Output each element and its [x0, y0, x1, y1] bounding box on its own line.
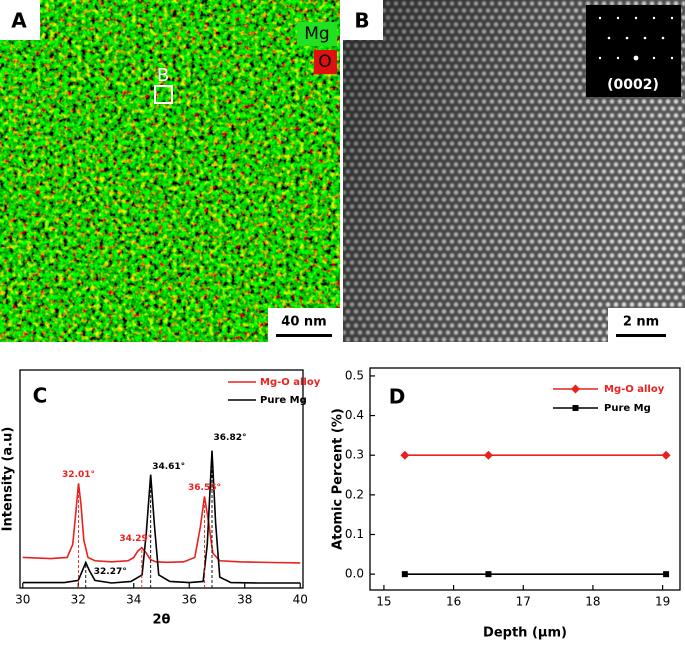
x-axis-title: 2θ	[153, 613, 171, 628]
legend-swatch	[297, 22, 337, 46]
panel-label-box	[343, 0, 383, 40]
panel-label: C	[33, 384, 48, 408]
x-tick-label: 15	[376, 595, 391, 609]
diffraction-inset	[586, 5, 681, 97]
chart-panel: 30 32 34 36 38 40 Mg-O alloy Pure Mg 32.01° 34.29…	[1, 369, 321, 628]
y-axis-title: Intensity (a.u)	[1, 427, 16, 532]
plot-frame	[369, 367, 681, 591]
chart-panel: 15 16 17 18 19 0.0 0.1 0.2 0.3 0.4 0.5 Mg-O alloy Pu…	[331, 367, 681, 641]
scale-bar-label: 2 nm	[623, 315, 659, 330]
region-label: B	[157, 65, 169, 86]
inset-label: (0002)	[607, 77, 659, 93]
peak-label: 34.29°	[119, 534, 152, 544]
eds-map	[0, 0, 340, 342]
panel-label: B	[354, 9, 369, 33]
y-tick-label: 0.2	[345, 487, 364, 501]
legend-label: Pure Mg	[604, 403, 651, 414]
scale-bar-label: 40 nm	[281, 315, 326, 330]
panel-label: D	[389, 385, 406, 409]
x-tick-label: 38	[237, 593, 252, 607]
x-tick-label: 18	[585, 595, 600, 609]
y-tick-label: 0.3	[345, 448, 364, 462]
legend-label: O	[318, 52, 331, 72]
legend-marker	[571, 384, 580, 394]
legend-swatch	[314, 50, 337, 74]
plot-frame	[19, 369, 304, 589]
peak-label: 36.55°	[188, 483, 221, 493]
x-tick-label: 30	[15, 593, 30, 607]
x-tick-label: 40	[293, 593, 308, 607]
eds-map-panel: A Mg O B 40 nm	[0, 0, 340, 342]
scale-bar	[276, 334, 332, 337]
marker	[661, 450, 671, 460]
y-tick-label: 0.4	[345, 408, 364, 422]
marker	[483, 450, 493, 460]
legend-marker	[572, 405, 579, 411]
panel-label-box	[0, 0, 40, 40]
legend-label: Pure Mg	[260, 395, 307, 406]
marker	[400, 450, 410, 460]
y-tick-label: 0.5	[345, 368, 364, 382]
marker	[401, 571, 408, 578]
marker	[485, 571, 492, 578]
x-tick-label: 32	[71, 593, 86, 607]
x-tick-label: 17	[516, 595, 531, 609]
peak-label: 34.61°	[152, 462, 185, 472]
x-tick-label: 19	[655, 595, 670, 609]
diffraction-spots	[598, 16, 674, 61]
peak-label: 32.01°	[62, 470, 95, 480]
series-line	[22, 450, 301, 584]
tem-panel: B (0002) 2 nm	[343, 0, 685, 342]
y-axis-title: Atomic Percent (%)	[331, 408, 346, 550]
series-line	[22, 483, 301, 564]
region-box	[154, 85, 173, 104]
scale-bar	[616, 334, 666, 337]
y-tick-label: 0.1	[345, 527, 364, 541]
panel-label: A	[11, 9, 27, 33]
legend-label: Mg-O alloy	[604, 384, 665, 395]
x-tick-label: 34	[126, 593, 141, 607]
x-tick-label: 16	[446, 595, 461, 609]
peak-label: 36.82°	[214, 433, 247, 443]
legend-label: Mg-O alloy	[260, 377, 321, 388]
x-axis-title: Depth (μm)	[483, 626, 567, 641]
x-tick-label: 36	[182, 593, 197, 607]
marker	[663, 571, 670, 578]
legend-label: Mg	[304, 24, 329, 44]
y-tick-label: 0.0	[345, 567, 364, 581]
peak-label: 32.27°	[94, 567, 127, 577]
